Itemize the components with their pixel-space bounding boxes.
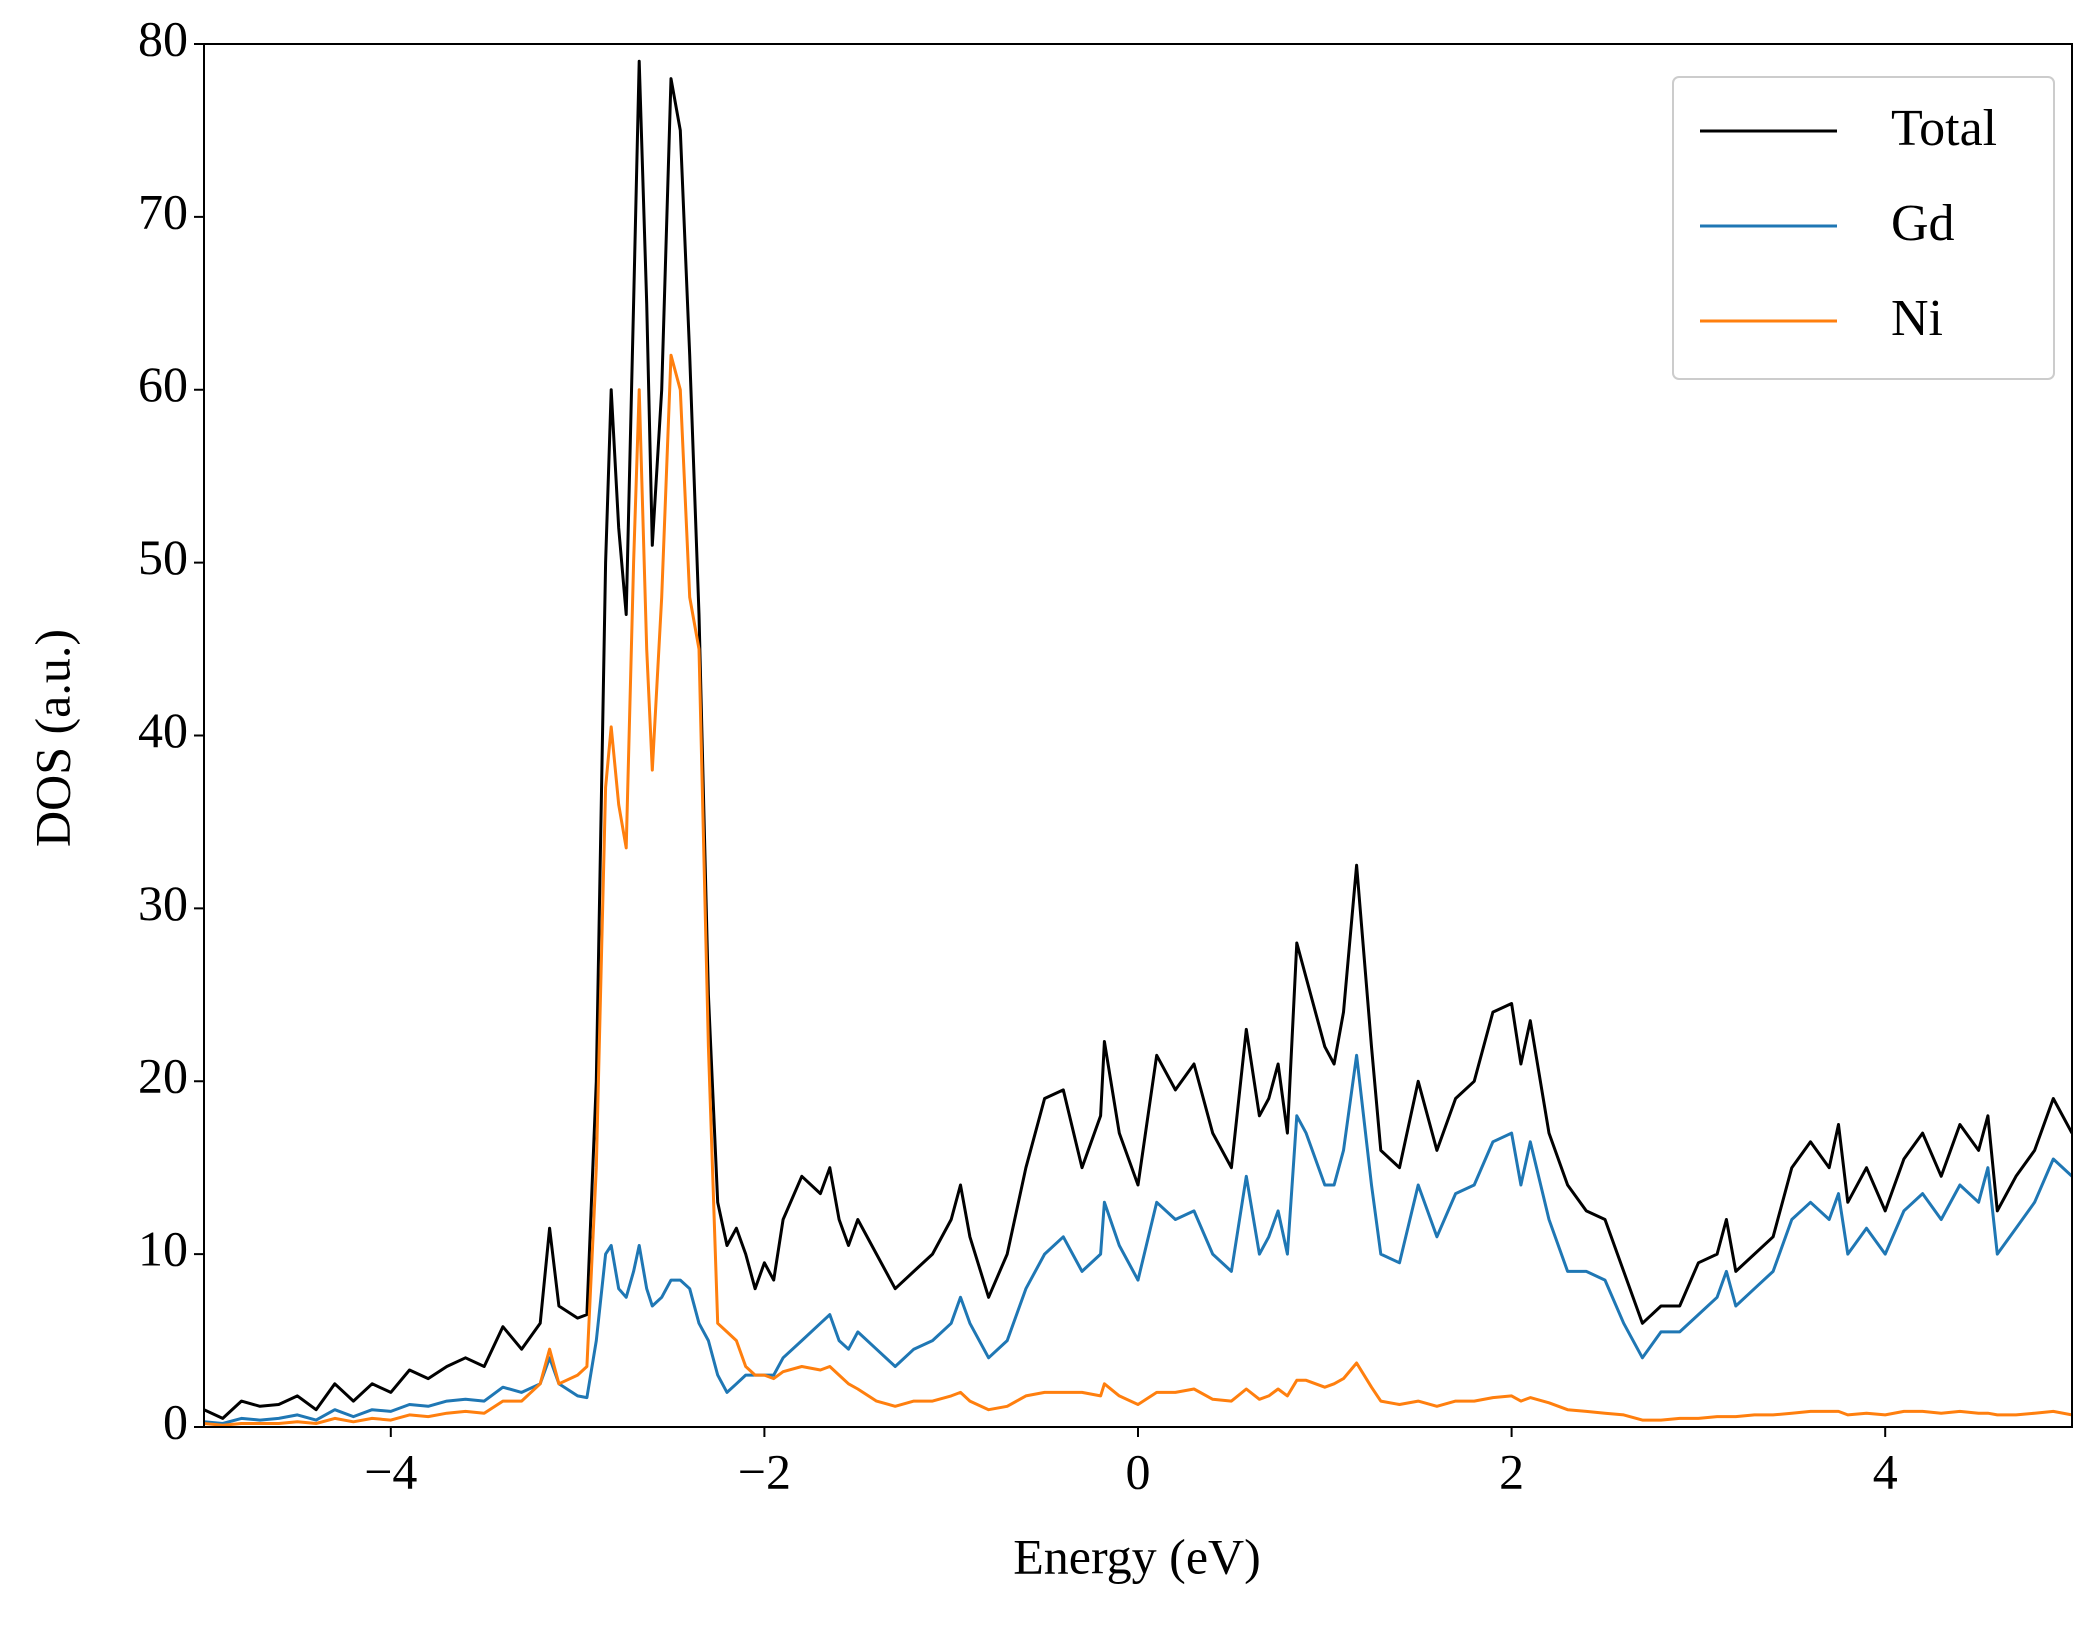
y-tick-label: 40 — [138, 702, 188, 758]
x-tick-label: −4 — [364, 1443, 417, 1499]
x-tick-label: 2 — [1499, 1443, 1524, 1499]
y-tick-label: 80 — [138, 10, 188, 66]
legend-box — [1672, 76, 2055, 380]
series-line — [204, 1053, 2072, 1425]
legend-label: Ni — [1891, 290, 1943, 347]
y-tick-label: 60 — [138, 356, 188, 412]
x-tick-label: 0 — [1126, 1443, 1151, 1499]
y-tick-label: 70 — [138, 183, 188, 239]
y-tick-label: 30 — [138, 875, 188, 931]
x-tick-label: −2 — [738, 1443, 791, 1499]
y-tick-label: 20 — [138, 1048, 188, 1104]
x-tick-label: 4 — [1873, 1443, 1898, 1499]
legend-label: Total — [1891, 100, 1997, 157]
series-line — [204, 59, 2072, 1420]
y-tick-label: 10 — [138, 1221, 188, 1277]
plot-frame — [203, 43, 2073, 1428]
y-tick-label: 50 — [138, 529, 188, 585]
y-tick-label: 0 — [163, 1393, 188, 1449]
y-axis-label: DOS (a.u.) — [24, 629, 80, 847]
x-axis-label: Energy (eV) — [1013, 1528, 1261, 1584]
legend-label: Gd — [1891, 195, 1955, 252]
series-line — [204, 353, 2072, 1427]
